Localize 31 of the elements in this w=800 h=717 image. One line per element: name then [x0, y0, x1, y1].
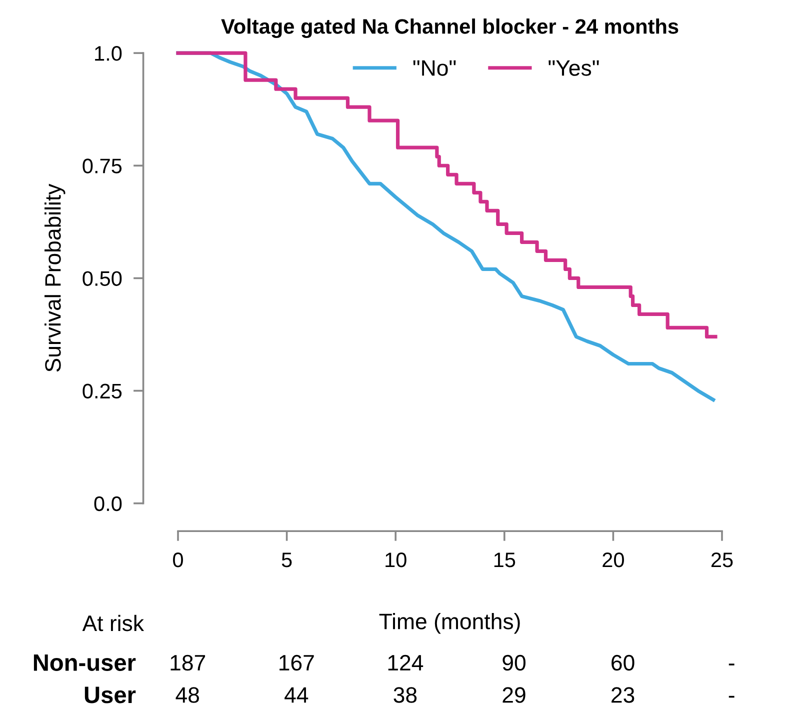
text: 29: [502, 687, 526, 703]
x-tick-label: 25: [711, 552, 733, 568]
y-tick-label: 1.0: [95, 46, 122, 61]
legend-label: "Yes": [548, 60, 599, 76]
text: 44: [284, 687, 308, 703]
text: 38: [394, 687, 417, 703]
y-tick-label: 0.0: [94, 496, 122, 512]
text: Non-user: [34, 654, 136, 671]
text: 48: [176, 687, 199, 703]
x-tick-label: 5: [282, 552, 292, 568]
y-tick-label: 0.25: [82, 384, 122, 399]
y-tick-label: 0.75: [82, 158, 122, 174]
text: 124: [388, 654, 424, 670]
text: 60: [612, 654, 634, 671]
legend-label: "No": [413, 60, 456, 76]
text: -: [728, 664, 734, 666]
text: User: [84, 686, 136, 704]
x-tick-label: 0: [173, 552, 183, 568]
x-axis-title: Time (months): [379, 613, 520, 634]
chart-title: Voltage gated Na Channel blocker - 24 months: [221, 18, 678, 38]
text: 187: [170, 654, 206, 671]
x-tick-label: 10: [386, 552, 406, 568]
x-tick-label: 15: [494, 552, 516, 568]
text: At risk: [82, 614, 144, 632]
text: 90: [502, 654, 526, 671]
y-tick-label: 0.50: [82, 271, 122, 286]
x-tick-label: 20: [602, 552, 624, 568]
text: 23: [612, 687, 634, 703]
text: 167: [280, 654, 314, 671]
y-axis-title: Survival Probability: [44, 184, 66, 372]
text: -: [728, 696, 734, 698]
